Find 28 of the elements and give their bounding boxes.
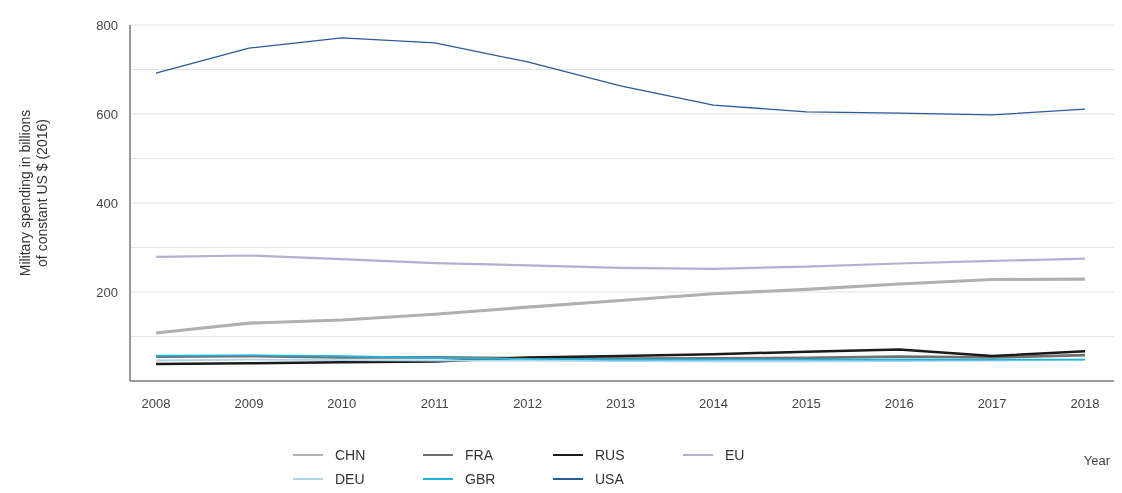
legend-label: DEU	[335, 470, 365, 487]
legend-label: RUS	[595, 446, 625, 463]
legend-label: CHN	[335, 446, 366, 463]
line-series	[154, 254, 1087, 270]
x-tick-label: 2016	[884, 396, 914, 411]
y-tick-label: 200	[96, 284, 118, 300]
legend-label: EU	[725, 446, 745, 463]
y-axis-title: Military spending in billions of constant US $ (2016)	[17, 109, 50, 277]
x-tick-label: 2017	[977, 396, 1007, 411]
legend-label: GBR	[465, 470, 496, 487]
x-tick-label: 2009	[234, 396, 264, 411]
x-tick-label: 2010	[327, 396, 357, 411]
x-tick-label: 2013	[606, 396, 635, 411]
x-tick-label: 2012	[513, 396, 543, 411]
legend-label: USA	[595, 470, 625, 487]
y-tick-label: 800	[96, 17, 118, 33]
x-tick-label: 2011	[420, 396, 449, 411]
x-tick-label: 2014	[698, 396, 728, 411]
x-tick-label: 2018	[1070, 396, 1100, 411]
x-axis-title: Year	[1083, 453, 1111, 468]
legend-label: FRA	[465, 446, 494, 463]
line-series	[155, 37, 1086, 116]
x-tick-label: 2008	[141, 396, 171, 411]
x-tick-label: 2015	[791, 396, 821, 411]
line-series	[154, 348, 1087, 366]
y-tick-label: 400	[96, 195, 118, 211]
line-series	[154, 277, 1087, 335]
y-tick-label: 600	[96, 106, 118, 122]
